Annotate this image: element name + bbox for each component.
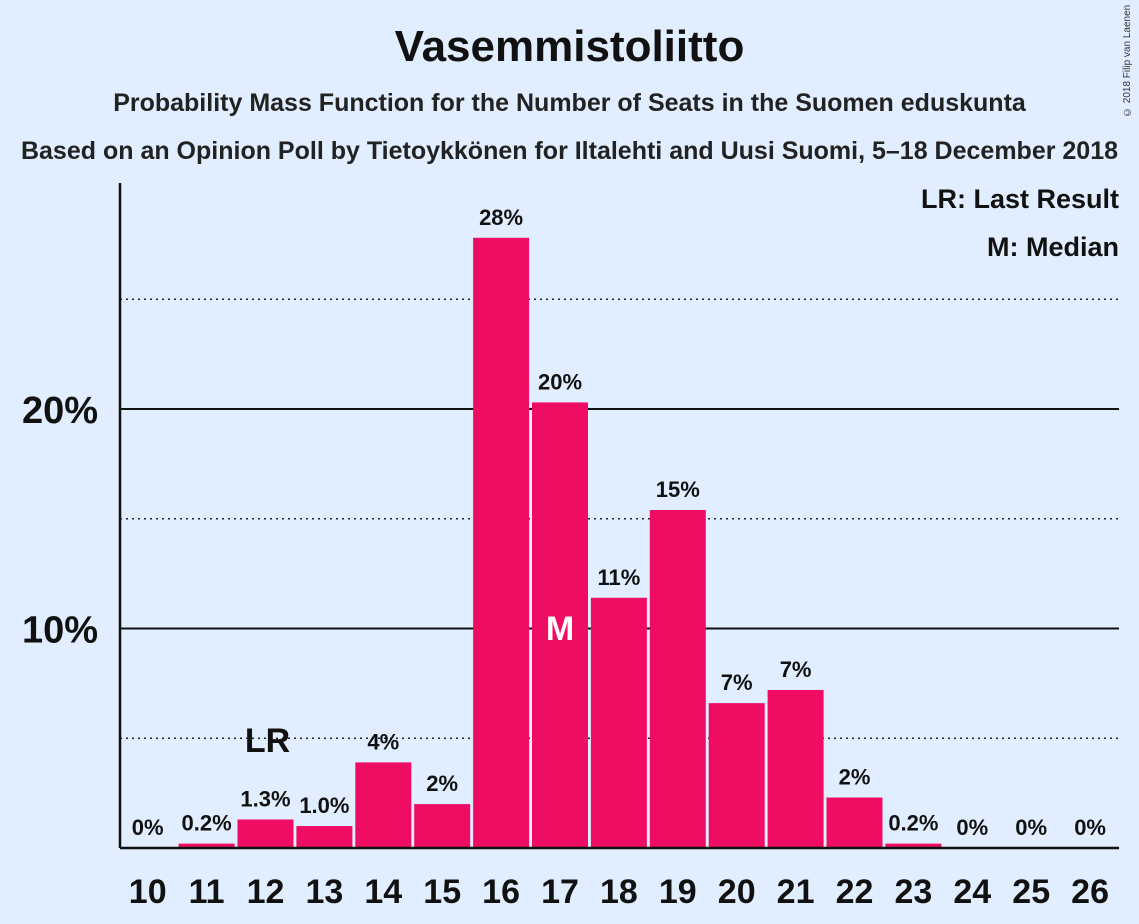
- bar: [649, 509, 706, 848]
- x-tick-label: 26: [1071, 873, 1109, 911]
- bar: [708, 703, 765, 848]
- data-label: 2%: [426, 771, 458, 796]
- data-label: 0%: [132, 815, 164, 840]
- x-tick-label: 10: [129, 873, 167, 911]
- x-tick-label: 20: [718, 873, 756, 911]
- bar: [826, 797, 883, 848]
- legend-last-result: LR: Last Result: [920, 184, 1119, 214]
- x-tick-label: 17: [541, 873, 579, 911]
- x-tick-label: 25: [1012, 873, 1050, 911]
- bar: [414, 804, 471, 848]
- last-result-marker: LR: [245, 722, 290, 760]
- x-tick-label: 15: [423, 873, 461, 911]
- x-tick-label: 23: [894, 873, 932, 911]
- chart-source-subtitle: Based on an Opinion Poll by Tietoykkönen…: [20, 137, 1119, 165]
- bar: [590, 597, 647, 848]
- legend-median: M: Median: [987, 232, 1119, 262]
- x-tick-label: 13: [305, 873, 343, 911]
- data-label: 1.3%: [240, 786, 290, 811]
- bar: [237, 819, 294, 848]
- x-tick-label: 14: [364, 873, 402, 911]
- data-label: 7%: [721, 670, 753, 695]
- bar: [885, 843, 942, 848]
- bar: [178, 843, 235, 848]
- x-tick-label: 11: [189, 873, 225, 911]
- data-label: 4%: [367, 729, 399, 754]
- data-label: 1.0%: [299, 793, 349, 818]
- y-tick-label: 20%: [22, 390, 98, 432]
- chart-title: Vasemmistoliitto: [394, 22, 745, 71]
- bar: [473, 237, 530, 849]
- x-tick-label: 16: [482, 873, 520, 911]
- bar: [767, 689, 824, 848]
- median-marker: M: [546, 610, 574, 648]
- x-tick-label: 24: [953, 873, 991, 911]
- data-label: 2%: [839, 765, 871, 790]
- x-tick-label: 22: [836, 873, 874, 911]
- data-label: 28%: [479, 205, 523, 230]
- data-label: 7%: [780, 657, 812, 682]
- x-tick-label: 21: [777, 873, 815, 911]
- bar: [532, 402, 588, 848]
- data-label: 0.2%: [182, 811, 232, 836]
- data-label: 0%: [1074, 815, 1106, 840]
- bar: [296, 826, 353, 848]
- x-tick-label: 19: [659, 873, 697, 911]
- data-label: 0.2%: [888, 811, 938, 836]
- data-label: 15%: [656, 477, 700, 502]
- data-label: 0%: [956, 815, 988, 840]
- x-tick-label: 18: [600, 873, 638, 911]
- x-tick-label: 12: [247, 873, 285, 911]
- y-tick-label: 10%: [22, 610, 98, 652]
- data-label: 0%: [1015, 815, 1047, 840]
- data-label: 20%: [538, 369, 582, 394]
- data-label: 11%: [597, 565, 640, 590]
- chart-subtitle: Probability Mass Function for the Number…: [113, 89, 1026, 117]
- bar: [355, 762, 412, 848]
